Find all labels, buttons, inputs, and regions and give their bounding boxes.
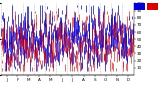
Bar	[147, 3, 158, 10]
Bar	[134, 3, 145, 10]
